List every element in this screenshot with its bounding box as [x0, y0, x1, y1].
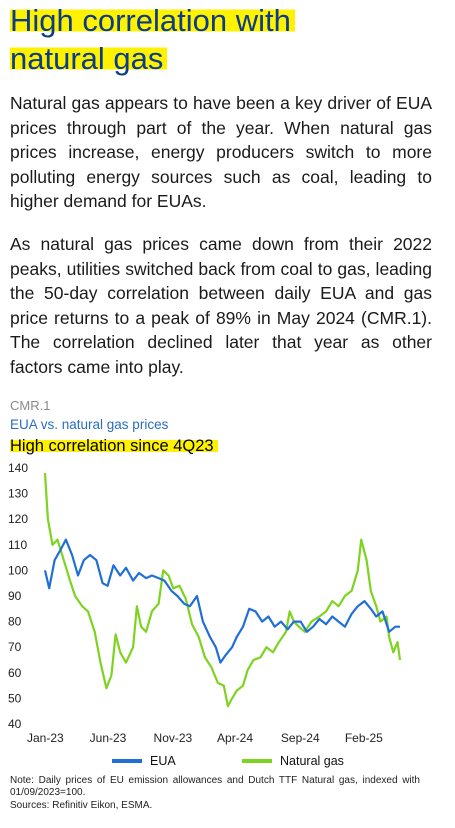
legend-swatch-eua	[112, 759, 142, 763]
body-paragraph-1: Natural gas appears to have been a key d…	[10, 93, 432, 211]
x-tick-label: Jun-23	[90, 731, 127, 745]
y-tick-label: 80	[8, 615, 22, 629]
line-chart: 40 50 60 70 80 90 100 110 120 130 140 Jan-23 Jun-23…	[8, 461, 402, 745]
x-tick-label: Sep-24	[281, 731, 320, 745]
title-line-2: natural gas	[10, 41, 168, 76]
page-title: High correlation with natural gas	[10, 2, 450, 78]
body-paragraph-2: As natural gas prices came down from the…	[10, 234, 432, 377]
legend-label-eua: EUA	[150, 754, 176, 768]
y-tick-label: 90	[8, 589, 22, 603]
x-axis: Jan-23 Jun-23 Nov-23 Apr-24 Sep-24 Feb-25	[27, 731, 383, 745]
chart-headline: High correlation since 4Q23	[10, 437, 218, 456]
legend-swatch-gas	[242, 759, 272, 763]
y-tick-label: 130	[8, 487, 28, 501]
chart-note: Note: Daily prices of EU emission allowa…	[10, 775, 420, 798]
chart-headline-text: High correlation since 4Q23	[10, 437, 218, 455]
legend-item-eua: EUA	[112, 754, 176, 768]
series-line-eua	[43, 538, 400, 664]
chart-sources: Sources: Refinitiv Eikon, ESMA.	[10, 800, 153, 811]
chart-id: CMR.1	[10, 398, 51, 413]
y-tick-label: 50	[8, 691, 22, 705]
y-axis: 40 50 60 70 80 90 100 110 120 130 140	[8, 461, 28, 731]
y-tick-label: 40	[8, 717, 22, 731]
y-tick-label: 100	[8, 563, 28, 577]
y-tick-label: 140	[8, 461, 28, 475]
x-tick-label: Nov-23	[154, 731, 193, 745]
x-tick-label: Apr-24	[217, 731, 253, 745]
y-tick-label: 120	[8, 512, 28, 526]
legend-label-gas: Natural gas	[280, 754, 344, 768]
y-tick-label: 60	[8, 666, 22, 680]
series-layer	[43, 473, 402, 708]
chart-subtitle: EUA vs. natural gas prices	[10, 417, 169, 432]
title-line-1: High correlation with	[10, 3, 295, 38]
series-line-natural-gas	[43, 473, 402, 708]
x-tick-label: Feb-25	[345, 731, 383, 745]
legend-item-gas: Natural gas	[242, 754, 344, 768]
y-tick-label: 110	[8, 538, 27, 552]
y-tick-label: 70	[8, 640, 22, 654]
x-tick-label: Jan-23	[27, 731, 64, 745]
